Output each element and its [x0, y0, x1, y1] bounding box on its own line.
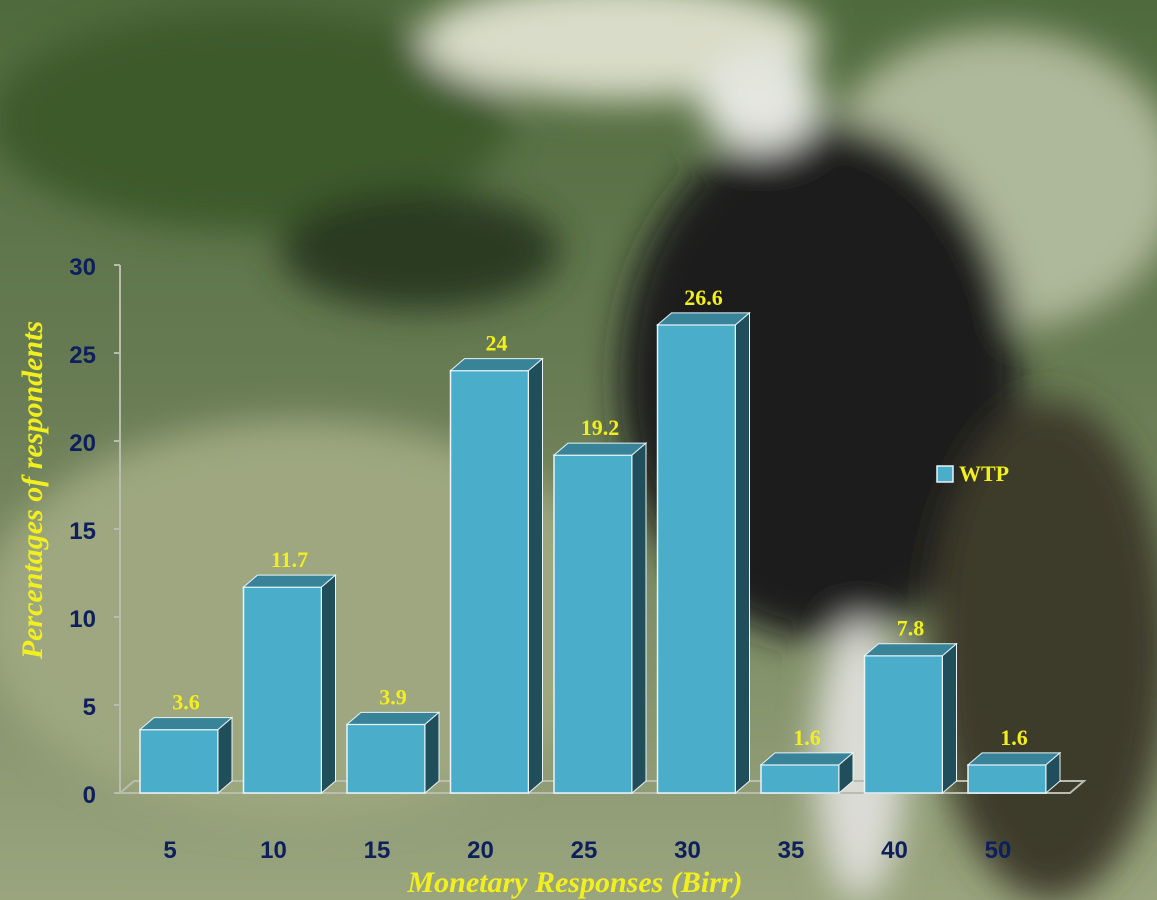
x-tick-label: 20 — [467, 837, 494, 864]
bar-side — [424, 711, 440, 795]
bar — [656, 324, 737, 794]
bar-side — [217, 716, 233, 795]
y-tick-label: 20 — [69, 430, 96, 457]
data-label: 1.6 — [793, 725, 821, 750]
legend-label: WTP — [959, 461, 1009, 486]
legend-swatch — [936, 465, 954, 483]
data-label: 3.9 — [379, 684, 407, 709]
x-axis-title: Monetary Responses (Birr) — [406, 866, 742, 899]
bar-side — [528, 357, 543, 795]
data-label: 1.6 — [1000, 725, 1028, 750]
bar-top — [552, 442, 648, 456]
data-label: 3.6 — [172, 690, 200, 715]
bar — [139, 728, 219, 794]
bar-top — [656, 312, 751, 326]
bar-side — [735, 311, 750, 795]
y-tick-label: 25 — [69, 342, 96, 369]
x-tick-label: 25 — [571, 837, 598, 864]
bar-top — [138, 717, 234, 731]
y-tick-label: 15 — [69, 518, 96, 545]
bar-top — [863, 643, 958, 657]
y-tick-label: 5 — [83, 694, 96, 721]
data-label: 7.8 — [897, 616, 925, 641]
y-axis-title: Percentages of respondents — [16, 321, 49, 660]
bar-top — [345, 711, 441, 725]
x-tick-label: 40 — [881, 837, 908, 864]
bar-top — [966, 752, 1062, 766]
bar-top — [759, 752, 855, 766]
x-tick-label: 30 — [674, 837, 701, 864]
bar-side — [631, 441, 647, 795]
bar — [760, 764, 840, 794]
bar-side — [838, 751, 854, 795]
data-label: 11.7 — [271, 547, 308, 572]
bar — [346, 723, 426, 794]
y-tick-label: 30 — [69, 254, 96, 281]
bar-side — [942, 642, 957, 795]
x-tick-label: 50 — [985, 837, 1012, 864]
bar — [242, 586, 323, 794]
x-tick-label: 10 — [260, 837, 287, 864]
bar — [967, 764, 1047, 794]
x-tick-label: 5 — [163, 837, 176, 864]
x-tick-label: 35 — [778, 837, 805, 864]
bar — [449, 369, 530, 794]
data-label: 19.2 — [581, 415, 620, 440]
bar-side — [321, 573, 336, 795]
bar — [863, 654, 944, 794]
floor — [117, 780, 1087, 794]
bar — [553, 454, 633, 794]
data-label: 26.6 — [684, 285, 723, 310]
y-tick-label: 10 — [69, 606, 96, 633]
x-tick-label: 15 — [364, 837, 391, 864]
data-label: 24 — [486, 331, 508, 356]
bar-top — [449, 358, 544, 372]
y-tick-label: 0 — [83, 782, 96, 809]
bar-side — [1045, 751, 1061, 795]
bar-top — [242, 574, 337, 588]
